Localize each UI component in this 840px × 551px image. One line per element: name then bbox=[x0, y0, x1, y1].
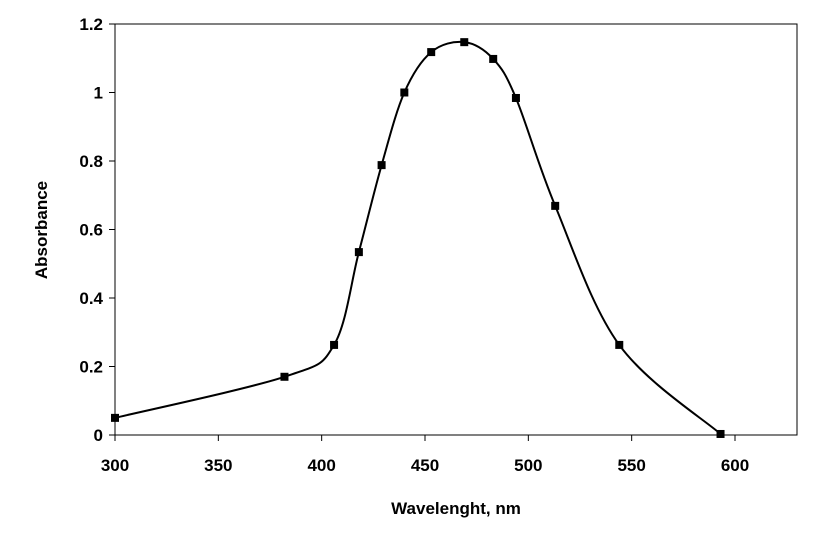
y-tick-label: 1.2 bbox=[79, 15, 103, 34]
x-tick-label: 500 bbox=[514, 456, 542, 475]
data-point-marker bbox=[551, 201, 560, 210]
data-point-marker bbox=[511, 93, 520, 102]
data-point-marker bbox=[427, 48, 436, 57]
y-tick-label: 1 bbox=[94, 84, 103, 103]
data-point-marker bbox=[615, 340, 624, 349]
x-tick-label: 450 bbox=[411, 456, 439, 475]
y-axis-label: Absorbance bbox=[32, 181, 51, 279]
y-tick-label: 0.8 bbox=[79, 152, 103, 171]
x-tick-label: 600 bbox=[721, 456, 749, 475]
data-point-marker bbox=[489, 54, 498, 63]
x-tick-label: 350 bbox=[204, 456, 232, 475]
data-point-marker bbox=[111, 413, 119, 422]
data-point-marker bbox=[377, 161, 386, 170]
y-tick-label: 0 bbox=[94, 426, 103, 445]
data-point-marker bbox=[330, 340, 339, 349]
y-tick-label: 0.6 bbox=[79, 221, 103, 240]
data-point-marker bbox=[354, 248, 363, 257]
x-tick-label: 300 bbox=[101, 456, 129, 475]
data-point-marker bbox=[280, 372, 289, 381]
data-point-marker bbox=[716, 429, 725, 438]
data-point-marker bbox=[400, 88, 409, 97]
x-tick-label: 550 bbox=[617, 456, 645, 475]
x-tick-label: 400 bbox=[307, 456, 335, 475]
x-axis-label: Wavelenght, nm bbox=[391, 499, 521, 518]
y-tick-label: 0.4 bbox=[79, 289, 103, 308]
plot-area bbox=[114, 23, 798, 436]
data-point-marker bbox=[460, 38, 469, 47]
y-tick-label: 0.2 bbox=[79, 358, 103, 377]
